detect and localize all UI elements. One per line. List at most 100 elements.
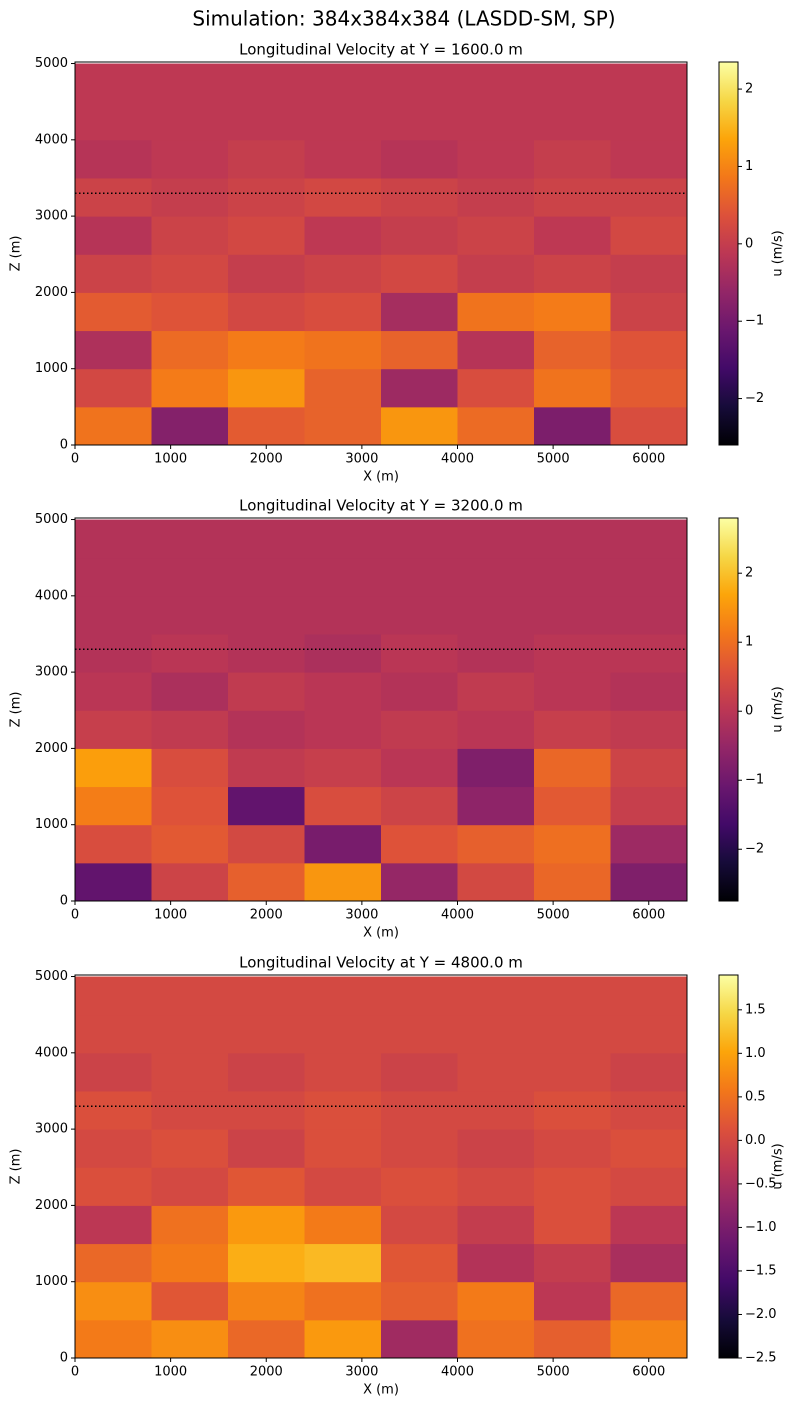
colorbar-tick-label: −2 (745, 391, 764, 406)
heat-cell (75, 254, 152, 293)
heat-cell (228, 976, 305, 1016)
x-tick-label: 0 (71, 908, 79, 923)
x-tick-label: 3000 (345, 452, 378, 467)
x-axis-label: X (m) (363, 470, 399, 485)
heat-cell (610, 1205, 688, 1245)
heat-cell (534, 368, 611, 408)
heat-cell (228, 1167, 305, 1206)
heat-cell (381, 63, 458, 103)
heat-cell (381, 1319, 458, 1359)
heat-cell (457, 786, 535, 826)
heat-cell (228, 1090, 305, 1130)
heat-cell (457, 1205, 535, 1245)
heat-cell (151, 557, 229, 597)
heat-cell (151, 139, 229, 179)
heat-cell (534, 1052, 611, 1092)
heat-cell (75, 519, 152, 559)
x-tick-label: 4000 (441, 452, 474, 467)
heat-cell (381, 1243, 458, 1283)
heat-cell (304, 786, 382, 826)
heat-cell (151, 519, 229, 559)
heat-cell (75, 710, 152, 749)
heat-cell (304, 63, 382, 103)
heat-cell (228, 862, 305, 902)
x-tick-label: 2000 (250, 452, 283, 467)
heat-cell (228, 1014, 305, 1054)
heat-cell (304, 101, 382, 141)
y-tick-label: 2000 (35, 285, 68, 300)
heat-cell (304, 216, 382, 255)
heat-cell (610, 1129, 688, 1168)
heat-cell (228, 406, 305, 446)
heat-cell (457, 101, 535, 141)
heat-cell (610, 406, 688, 446)
heat-cell (381, 406, 458, 446)
heat-cell (610, 1243, 688, 1283)
heat-cell (228, 177, 305, 217)
heat-cell (75, 1090, 152, 1130)
heat-cell (151, 1129, 229, 1168)
heat-cell (457, 216, 535, 255)
heat-cell (610, 1167, 688, 1206)
heat-cell (228, 101, 305, 141)
x-tick-label: 0 (71, 1365, 79, 1380)
heat-cell (151, 1090, 229, 1130)
y-axis-label: Z (m) (9, 236, 24, 272)
heat-cell (381, 1167, 458, 1206)
heat-cell (381, 862, 458, 902)
heat-cell (228, 330, 305, 370)
heat-cell (228, 595, 305, 635)
heat-cell (151, 786, 229, 826)
heat-cell (304, 1129, 382, 1168)
y-tick-label: 0 (60, 438, 68, 453)
heat-cell (75, 1014, 152, 1054)
heat-cell (151, 63, 229, 103)
x-tick-label: 3000 (345, 908, 378, 923)
y-tick-label: 5000 (35, 512, 68, 527)
heat-cell (75, 63, 152, 103)
heat-cell (534, 519, 611, 559)
heat-cell (610, 557, 688, 597)
heat-cell (75, 786, 152, 826)
heat-cell (151, 292, 229, 332)
heat-cell (381, 557, 458, 597)
heat-cell (151, 101, 229, 141)
x-tick-label: 1000 (154, 1365, 187, 1380)
heat-cell (228, 633, 305, 673)
colorbar-tick-label: 0 (745, 704, 753, 719)
heat-cell (610, 63, 688, 103)
y-tick-label: 1000 (35, 817, 68, 832)
x-tick-label: 2000 (250, 1365, 283, 1380)
colorbar-tick-label: 0.0 (745, 1133, 766, 1148)
heat-cell (381, 976, 458, 1016)
heat-cell (151, 1281, 229, 1321)
x-tick-label: 1000 (154, 908, 187, 923)
heat-cell (457, 1052, 535, 1092)
heat-cell (457, 139, 535, 179)
x-tick-label: 6000 (632, 452, 665, 467)
heat-cell (534, 1129, 611, 1168)
heat-cell (381, 177, 458, 217)
heat-cell (457, 862, 535, 902)
heat-cell (75, 557, 152, 597)
heat-cell (610, 519, 688, 559)
heat-cell (75, 406, 152, 446)
heat-cell (610, 976, 688, 1016)
heat-cell (75, 1205, 152, 1245)
y-axis-label: Z (m) (9, 1149, 24, 1185)
heat-cell (534, 557, 611, 597)
heat-cell (534, 595, 611, 635)
x-tick-label: 6000 (632, 908, 665, 923)
heat-cell (151, 406, 229, 446)
heat-cell (610, 1319, 688, 1359)
heat-cell (75, 216, 152, 255)
heat-cell (534, 1243, 611, 1283)
heat-cell (304, 824, 382, 864)
heat-cell (304, 292, 382, 332)
heat-cell (534, 101, 611, 141)
heat-cell (381, 254, 458, 293)
heat-cell (381, 519, 458, 559)
heat-cell (304, 254, 382, 293)
